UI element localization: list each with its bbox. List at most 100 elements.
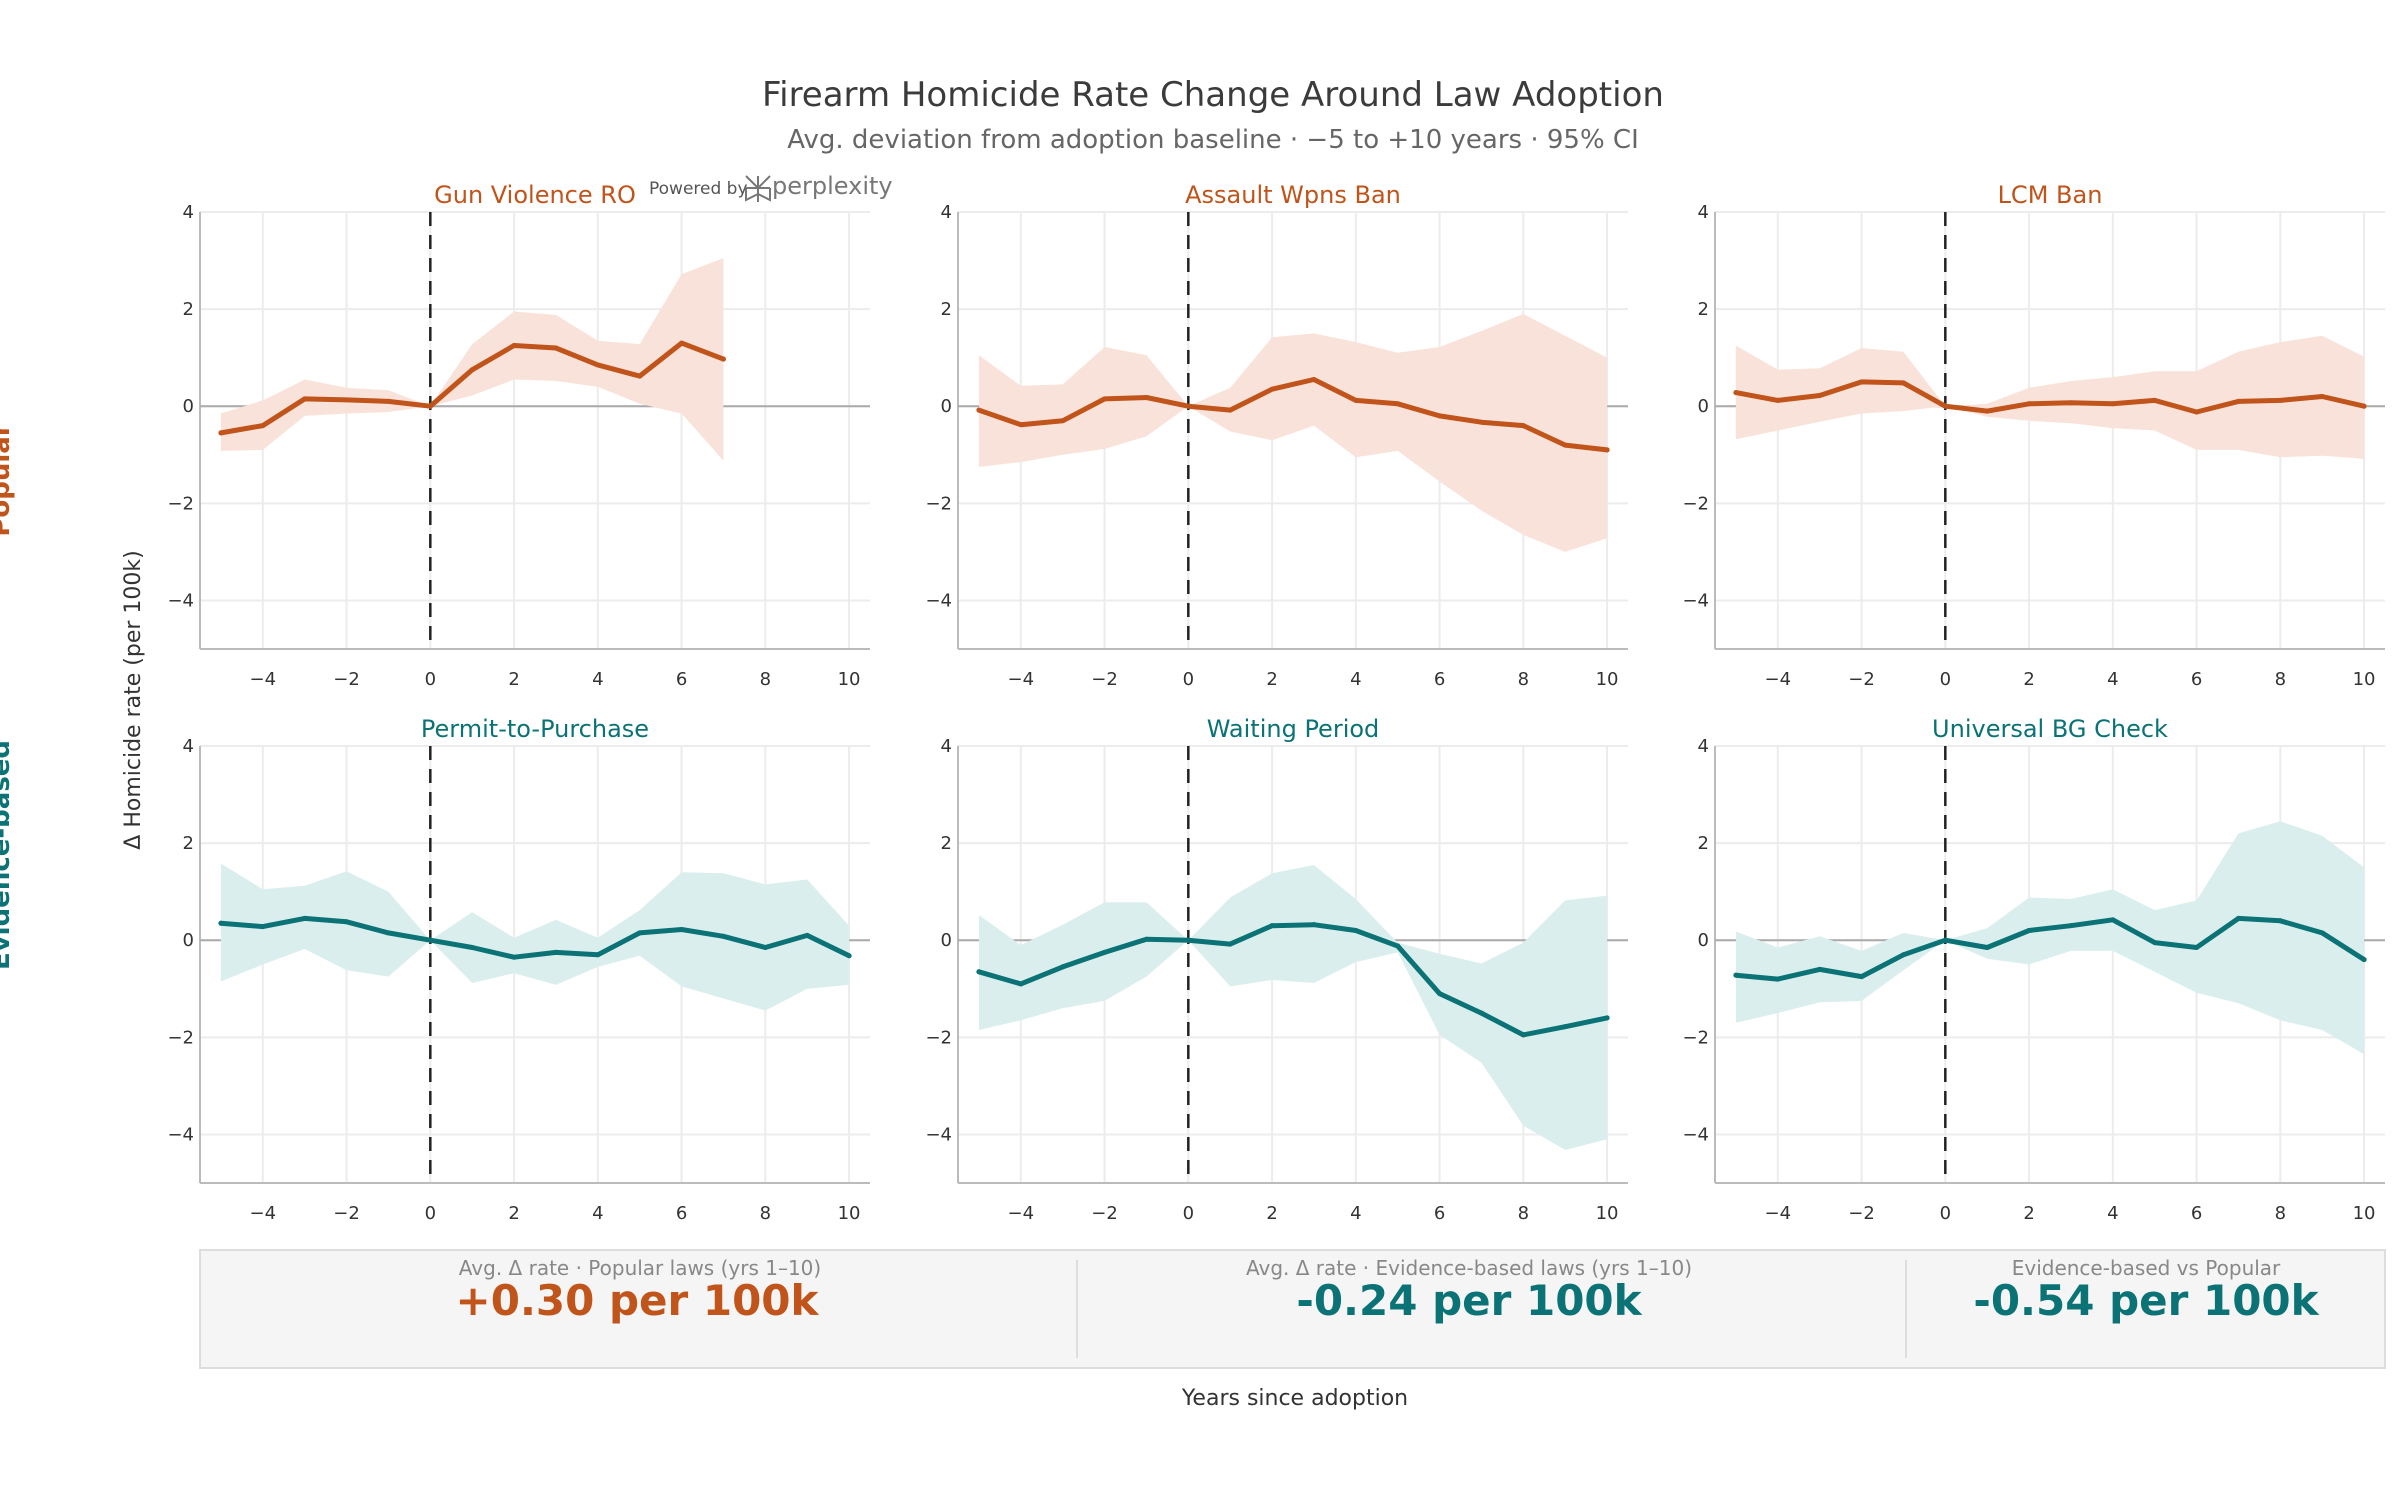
data-point — [595, 952, 601, 958]
y-tick-label: 2 — [1698, 833, 1709, 854]
x-tick-label: −2 — [1091, 1203, 1118, 1224]
data-point — [679, 927, 685, 933]
data-point — [260, 924, 266, 930]
data-point — [1520, 423, 1526, 429]
y-tick-label: 0 — [1698, 396, 1709, 417]
data-point — [762, 945, 768, 951]
data-point — [2152, 940, 2158, 946]
x-tick-label: 0 — [1183, 1203, 1194, 1224]
data-point — [720, 933, 726, 939]
x-tick-label: 4 — [1350, 1203, 1361, 1224]
data-point — [218, 920, 224, 926]
y-tick-label: 0 — [1698, 930, 1709, 951]
data-point — [1859, 379, 1865, 385]
data-point — [1269, 923, 1275, 929]
data-point — [302, 396, 308, 402]
y-tick-label: 0 — [183, 396, 194, 417]
data-point — [2361, 403, 2367, 409]
data-point — [679, 340, 685, 346]
x-tick-label: −4 — [1008, 669, 1035, 690]
data-point — [2277, 918, 2283, 924]
panel-title: Universal BG Check — [1932, 715, 2168, 743]
x-tick-label: 4 — [2107, 1203, 2118, 1224]
data-point — [1775, 976, 1781, 982]
x-tick-label: 6 — [2191, 669, 2202, 690]
x-tick-label: 8 — [2275, 1203, 2286, 1224]
y-tick-label: 0 — [941, 930, 952, 951]
x-tick-label: −4 — [1765, 669, 1792, 690]
data-point — [1311, 922, 1317, 928]
x-tick-label: 8 — [1518, 669, 1529, 690]
data-point — [1478, 419, 1484, 425]
data-point — [1102, 949, 1108, 955]
x-tick-label: 0 — [1940, 669, 1951, 690]
y-tick-label: 4 — [941, 736, 952, 757]
data-point — [1604, 447, 1610, 453]
summary-label-evidence: Avg. Δ rate · Evidence-based laws (yrs 1… — [1246, 1256, 1692, 1280]
data-point — [2110, 401, 2116, 407]
data-point — [1562, 1024, 1568, 1030]
perplexity-logo: Powered by perplexity — [649, 172, 893, 202]
x-tick-label: 4 — [2107, 669, 2118, 690]
data-point — [2361, 957, 2367, 963]
data-point — [1604, 1015, 1610, 1021]
data-point — [976, 407, 982, 413]
data-point — [427, 403, 433, 409]
group-label-popular: Popular — [0, 423, 16, 536]
perplexity-wordmark: perplexity — [772, 172, 893, 200]
data-point — [469, 367, 475, 373]
data-point — [1942, 403, 1948, 409]
data-point — [1060, 418, 1066, 424]
x-tick-label: −4 — [1008, 1203, 1035, 1224]
x-tick-label: −4 — [1765, 1203, 1792, 1224]
data-point — [1143, 936, 1149, 942]
summary-box: Avg. Δ rate · Popular laws (yrs 1–10) +0… — [199, 1249, 2386, 1369]
y-tick-label: −2 — [1682, 1027, 1709, 1048]
x-tick-label: 6 — [1434, 669, 1445, 690]
data-point — [1817, 393, 1823, 399]
confidence-band — [220, 258, 724, 461]
x-tick-label: 8 — [2275, 669, 2286, 690]
data-point — [1437, 413, 1443, 419]
data-point — [1395, 401, 1401, 407]
y-tick-label: 4 — [941, 202, 952, 223]
series-line — [1733, 379, 2367, 415]
y-tick-label: 0 — [183, 930, 194, 951]
data-point — [2194, 945, 2200, 951]
data-point — [344, 397, 350, 403]
panels: −4 −2 0 2 4 6 8 10 −4 −2 0 2 4 Gun Violence RO −4 −2 0 2 4… — [167, 181, 2385, 1224]
x-tick-label: 10 — [838, 1203, 861, 1224]
data-point — [1900, 952, 1906, 958]
data-point — [344, 919, 350, 925]
x-tick-label: −2 — [1848, 669, 1875, 690]
data-point — [1227, 407, 1233, 413]
x-tick-label: 10 — [838, 669, 861, 690]
data-point — [1562, 442, 1568, 448]
y-tick-label: 4 — [1698, 736, 1709, 757]
x-tick-label: 2 — [508, 669, 519, 690]
data-point — [1269, 386, 1275, 392]
y-tick-label: 2 — [183, 833, 194, 854]
y-tick-label: −2 — [1682, 493, 1709, 514]
data-point — [1859, 974, 1865, 980]
group-label-evidence-based: Evidence-based — [0, 740, 16, 970]
x-tick-label: 8 — [1518, 1203, 1529, 1224]
x-tick-label: 2 — [1266, 1203, 1277, 1224]
confidence-band — [1735, 821, 2365, 1055]
x-tick-label: 10 — [1596, 1203, 1619, 1224]
data-point — [637, 930, 643, 936]
series-line — [1733, 915, 2367, 982]
data-point — [1775, 397, 1781, 403]
x-tick-label: 8 — [760, 1203, 771, 1224]
x-tick-label: −2 — [1091, 669, 1118, 690]
data-point — [2026, 928, 2032, 934]
data-point — [1817, 966, 1823, 972]
y-tick-label: −2 — [167, 493, 194, 514]
data-point — [385, 398, 391, 404]
summary-label-popular: Avg. Δ rate · Popular laws (yrs 1–10) — [459, 1256, 821, 1280]
panel-permit-to-purchase: −4 −2 0 2 4 6 8 10 −4 −2 0 2 4 Permit-to-Purchase — [167, 715, 870, 1224]
panel-title: LCM Ban — [1998, 181, 2103, 209]
data-point — [1478, 1010, 1484, 1016]
perplexity-icon — [745, 175, 771, 202]
